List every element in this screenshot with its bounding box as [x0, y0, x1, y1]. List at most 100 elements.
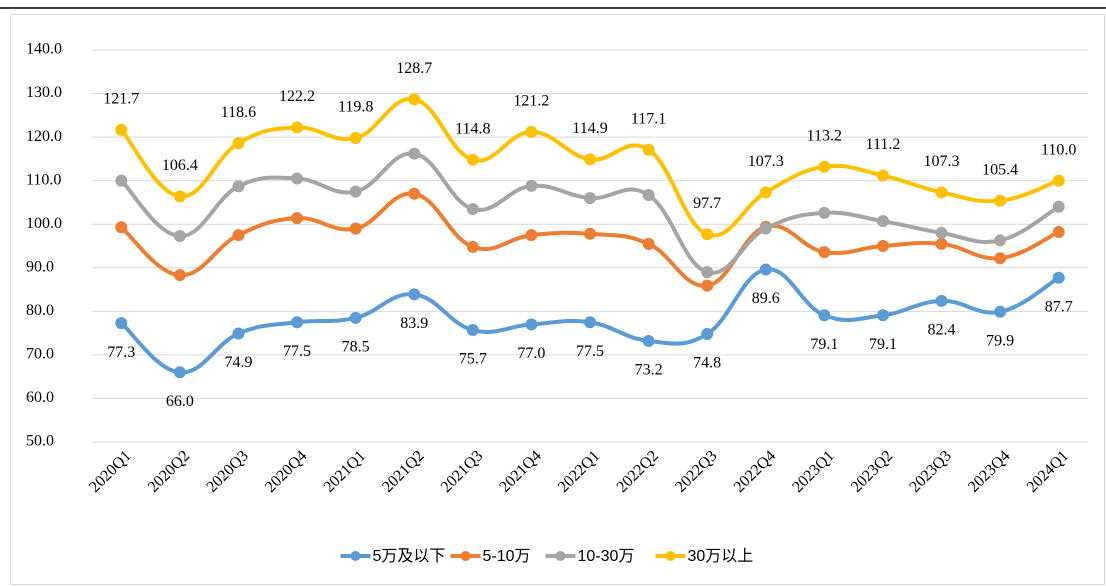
- value-label: 73.2: [635, 362, 663, 379]
- x-tick-label: 2021Q1: [321, 447, 369, 495]
- value-label: 77.0: [517, 345, 545, 362]
- point: [935, 294, 948, 307]
- x-tick-label: 2021Q3: [438, 447, 486, 495]
- point: [818, 246, 831, 259]
- point: [525, 125, 538, 138]
- x-tick-label: 2020Q1: [86, 447, 134, 495]
- point: [818, 309, 831, 322]
- x-tick-label: 2023Q2: [848, 447, 896, 495]
- point: [525, 229, 538, 242]
- x-tick-label: 2023Q3: [906, 447, 954, 495]
- y-tick-label: 60.0: [26, 389, 54, 406]
- x-tick-label: 2021Q2: [379, 447, 427, 495]
- point: [994, 234, 1007, 247]
- legend-label: 5-10万: [483, 548, 531, 565]
- y-tick-label: 140.0: [26, 41, 62, 58]
- value-label: 118.6: [221, 104, 256, 121]
- point: [232, 180, 245, 193]
- point: [584, 316, 596, 329]
- value-label: 117.1: [631, 110, 666, 127]
- value-label: 66.0: [166, 393, 194, 410]
- y-tick-label: 90.0: [26, 258, 54, 275]
- point: [642, 189, 655, 202]
- point: [349, 185, 362, 198]
- point: [818, 206, 831, 219]
- point: [642, 237, 655, 250]
- point: [115, 221, 128, 234]
- value-label: 110.0: [1041, 141, 1076, 158]
- value-label: 114.9: [572, 120, 607, 137]
- value-label: 74.8: [693, 355, 721, 372]
- value-label: 79.1: [810, 336, 838, 353]
- x-tick-label: 2020Q4: [262, 447, 310, 495]
- point: [291, 316, 304, 329]
- value-label: 89.6: [752, 290, 780, 307]
- value-label: 106.4: [162, 157, 198, 174]
- point: [701, 279, 714, 292]
- point: [525, 318, 538, 331]
- legend-label: 30万以上: [688, 547, 754, 565]
- point: [232, 229, 245, 242]
- legend-marker: [350, 551, 361, 561]
- point: [584, 192, 596, 205]
- point: [466, 202, 479, 215]
- value-label: 87.7: [1045, 298, 1073, 315]
- y-tick-label: 130.0: [26, 84, 62, 101]
- point: [115, 123, 128, 136]
- point: [408, 187, 421, 200]
- point: [642, 143, 655, 156]
- value-label: 111.2: [866, 136, 901, 153]
- value-label: 121.2: [513, 93, 549, 110]
- value-label: 78.5: [342, 339, 370, 356]
- series-line: [119, 151, 1060, 275]
- y-tick-label: 110.0: [26, 171, 61, 188]
- x-tick-label: 2022Q2: [614, 447, 662, 495]
- point: [876, 215, 889, 228]
- value-label: 119.8: [338, 99, 373, 116]
- value-label: 79.9: [986, 332, 1014, 349]
- point: [701, 327, 714, 340]
- point: [173, 190, 186, 203]
- point: [232, 327, 245, 340]
- x-tick-label: 2023Q4: [965, 447, 1013, 495]
- value-label: 97.7: [693, 195, 721, 212]
- value-label: 121.7: [103, 90, 139, 107]
- legend-marker: [665, 551, 676, 561]
- y-tick-label: 70.0: [26, 346, 54, 363]
- y-tick-label: 100.0: [26, 215, 62, 232]
- legend-marker: [555, 551, 566, 561]
- value-label: 77.5: [283, 343, 311, 360]
- point: [759, 263, 772, 276]
- point: [291, 121, 304, 134]
- value-label: 74.9: [224, 354, 252, 371]
- point: [876, 169, 889, 182]
- value-label: 122.2: [279, 88, 315, 105]
- point: [232, 137, 245, 150]
- point: [408, 93, 421, 106]
- y-tick-label: 50.0: [26, 433, 54, 450]
- x-tick-label: 2022Q3: [672, 447, 720, 495]
- chart-frame: [10, 14, 1105, 585]
- point: [408, 288, 421, 301]
- point: [349, 222, 362, 235]
- point: [1052, 174, 1065, 187]
- legend-marker: [460, 551, 471, 561]
- point: [642, 334, 655, 347]
- point: [349, 311, 362, 324]
- point: [701, 228, 714, 241]
- point: [115, 174, 128, 187]
- legend-label: 5万及以下: [373, 548, 446, 565]
- value-label: 107.3: [924, 153, 960, 170]
- x-tick-label: 2020Q2: [145, 447, 193, 495]
- value-label: 107.3: [748, 153, 784, 170]
- value-label: 77.5: [576, 343, 604, 360]
- point: [1052, 200, 1065, 213]
- y-tick-label: 80.0: [26, 302, 54, 319]
- point: [935, 237, 948, 250]
- value-label: 113.2: [807, 127, 842, 144]
- point: [701, 266, 714, 279]
- point: [291, 212, 304, 225]
- point: [466, 153, 479, 166]
- point: [173, 229, 186, 242]
- point: [876, 240, 889, 252]
